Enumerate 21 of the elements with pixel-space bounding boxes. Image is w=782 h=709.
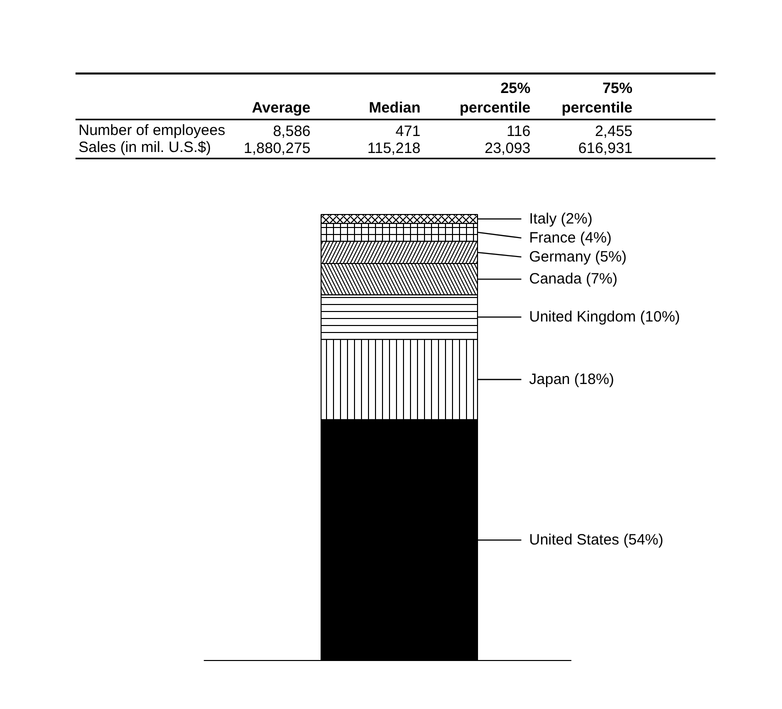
category-label: 25% percentile	[460, 80, 531, 116]
text: 1,880,275	[244, 140, 311, 157]
data-label: Germany (5%)	[529, 248, 627, 266]
text: 2,455	[594, 123, 633, 140]
category-label: Number of employees	[78, 122, 226, 139]
data-label: Italy (2%)	[529, 210, 592, 228]
category-label: 75% percentile	[562, 80, 633, 116]
text: 616,931	[578, 140, 633, 157]
category-label: Sales (in mil. U.S.$)	[78, 139, 212, 156]
category-label: Average	[252, 100, 311, 116]
category-label: Median	[368, 100, 421, 116]
data-label: France (4%)	[529, 229, 612, 246]
text: 23,093	[484, 140, 531, 157]
data-label: Japan (18%)	[529, 371, 614, 388]
text: 115,218	[367, 140, 420, 157]
data-label: United Kingdom (10%)	[529, 308, 680, 326]
text: 8,586	[272, 123, 311, 140]
text: 471	[395, 123, 421, 140]
text: 116	[506, 123, 531, 140]
data-label: United States (54%)	[529, 532, 664, 549]
data-label: Canada (7%)	[529, 270, 618, 288]
